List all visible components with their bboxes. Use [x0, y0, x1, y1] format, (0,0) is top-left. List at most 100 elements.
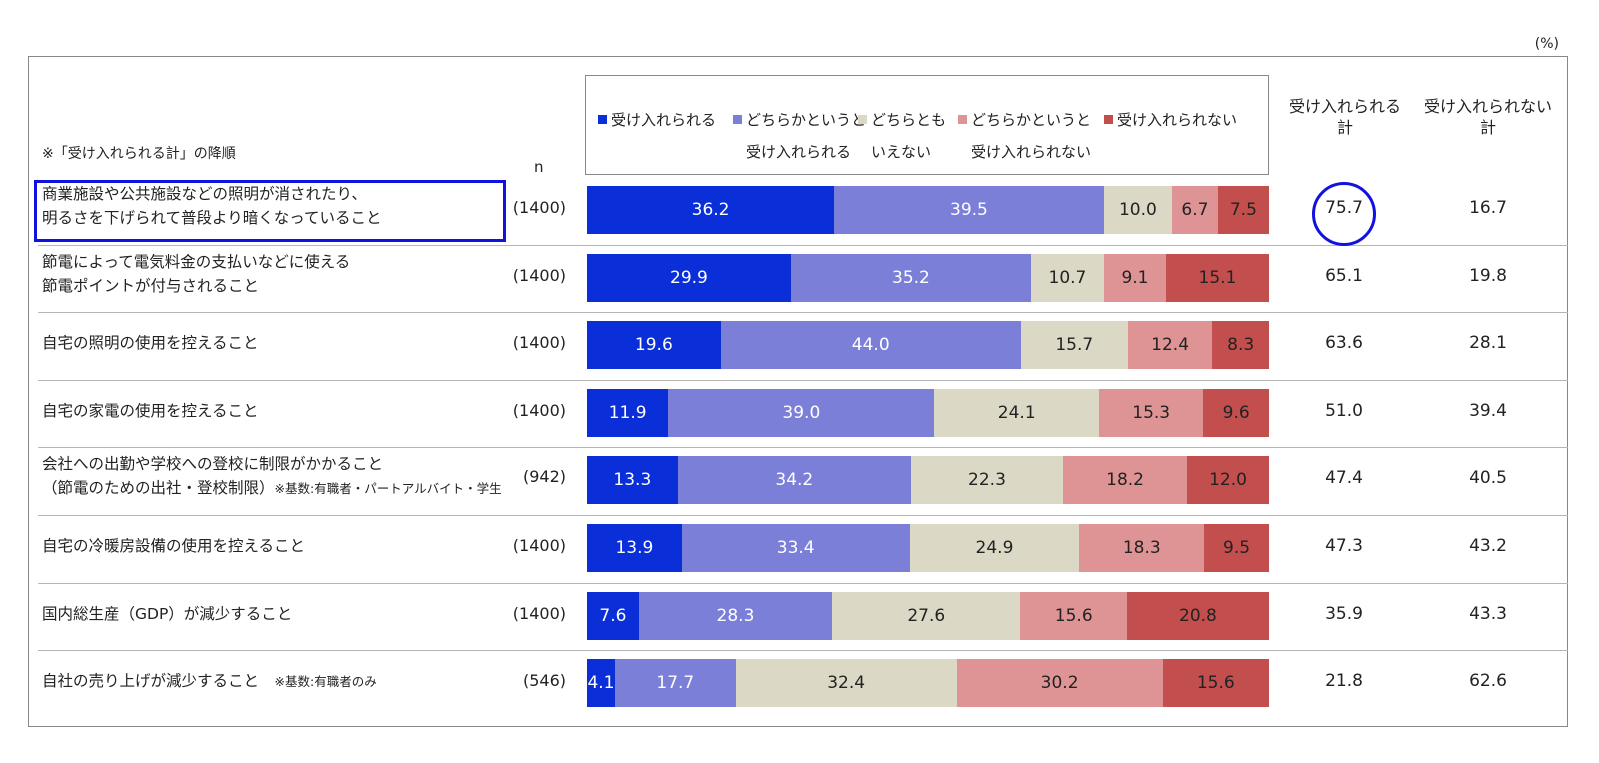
bar-value-label: 18.2: [1106, 470, 1144, 491]
bar-segment: 12.0: [1187, 456, 1269, 505]
bar-segment: 24.9: [909, 524, 1080, 572]
legend-label: どちらかというと: [971, 111, 1092, 129]
row-divider: [38, 379, 1568, 381]
stacked-bar: 11.9 39.0 24.1 15.3 9.6: [587, 388, 1269, 437]
legend: 受け入れられる どちらかというと 受け入れられる どちらとも いえない どちらか…: [585, 75, 1269, 175]
bar-segment: 34.2: [677, 456, 911, 505]
bar-segment: 22.3: [910, 456, 1064, 505]
accept-total-value: 21.8: [1325, 671, 1363, 692]
reject-total-value: 62.6: [1469, 671, 1507, 692]
bar-value-label: 9.1: [1121, 267, 1149, 288]
bar-value-label: 34.2: [775, 470, 814, 491]
bar-segment: 15.1: [1165, 253, 1269, 302]
row-label-line2: （節電のための出社・登校制限）: [42, 479, 275, 498]
bar-value-label: 33.4: [776, 538, 815, 558]
reject-total-value: 28.1: [1469, 333, 1507, 354]
row-n-value: (546): [522, 671, 566, 691]
reject-total-value: 16.7: [1469, 198, 1507, 218]
row-label: 自宅の照明の使用を控えること: [42, 331, 259, 355]
row-label: 商業施設や公共施設などの照明が消されたり、 明るさを下げられて普段より暗くなってい…: [42, 182, 381, 230]
row-label: 節電によって電気料金の支払いなどに使える 節電ポイントが付与されること: [42, 250, 350, 298]
bar-segment: 9.5: [1204, 524, 1269, 572]
bar-segment: 18.3: [1079, 524, 1205, 572]
stacked-bar: 4.1 17.7 32.4 30.2 15.6: [587, 659, 1269, 708]
bar-value-label: 19.6: [634, 335, 673, 356]
bar-value-label: 20.8: [1179, 605, 1217, 626]
row-label-line2: 明るさを下げられて普段より暗くなっていること: [42, 209, 382, 227]
bar-value-label: 15.3: [1132, 402, 1171, 423]
bar-value-label: 17.7: [656, 673, 695, 694]
bar-value-label: 35.2: [892, 267, 930, 288]
bar-value-label: 39.5: [950, 200, 988, 220]
row-n-value: (1400): [512, 265, 566, 285]
bar-segment: 30.2: [956, 659, 1163, 708]
bar-segment: 7.5: [1217, 186, 1269, 234]
bar-segment: 7.6: [587, 591, 639, 640]
reject-total-value: 43.3: [1469, 603, 1507, 624]
row-label-line1: 商業施設や公共施設などの照明が消されたり、: [42, 185, 367, 203]
row-label-line1: 国内総生産（GDP）が減少すること: [42, 604, 293, 623]
row-label: 国内総生産（GDP）が減少すること: [42, 602, 292, 626]
chart-frame: [28, 56, 1568, 727]
legend-swatch: [1104, 115, 1113, 124]
row-divider: [38, 447, 1568, 449]
reject-total-value: 39.4: [1469, 400, 1507, 421]
accept-total-value: 63.6: [1325, 333, 1363, 354]
highlight-circle: [1312, 182, 1376, 246]
sort-note: ※「受け入れられる計」の降順: [42, 146, 236, 162]
accept-total-value: 65.1: [1325, 265, 1363, 286]
accept-total-value: 47.3: [1325, 536, 1363, 556]
row-label-line1: 自宅の家電の使用を控えること: [42, 401, 259, 420]
row-label-line1: 会社への出勤や学校への登校に制限がかかること: [42, 455, 384, 474]
bar-segment: 15.3: [1098, 388, 1204, 437]
stacked-bar: 36.2 39.5 10.0 6.7 7.5: [587, 186, 1269, 234]
row-label-line2: 節電ポイントが付与されること: [42, 276, 260, 295]
row-divider: [38, 582, 1568, 584]
bar-segment: 4.1: [587, 659, 615, 708]
bar-value-label: 9.5: [1223, 538, 1251, 558]
highlight-box: [34, 180, 506, 242]
row-divider: [38, 650, 1568, 652]
bar-value-label: 24.1: [997, 402, 1036, 423]
bar-segment: 35.2: [790, 253, 1031, 302]
bar-segment: 12.4: [1127, 321, 1213, 370]
row-label-line1: 節電によって電気料金の支払いなどに使える: [42, 252, 351, 271]
stacked-bar: 13.3 34.2 22.3 18.2 12.0: [587, 456, 1269, 505]
bar-value-label: 6.7: [1181, 200, 1209, 220]
reject-total-header: 受け入れられない 計: [1423, 97, 1552, 137]
bar-segment: 20.8: [1126, 591, 1269, 640]
row-n-value: (1400): [512, 198, 566, 217]
bar-value-label: 12.0: [1209, 470, 1247, 491]
bar-segment: 27.6: [832, 591, 1021, 640]
legend-label: どちらとも: [871, 111, 947, 129]
row-n-value: (1400): [512, 333, 566, 353]
bar-value-label: 11.9: [608, 402, 647, 423]
bar-value-label: 13.9: [615, 538, 654, 558]
accept-total-header: 受け入れられる 計: [1288, 97, 1401, 137]
row-label: 会社への出勤や学校への登校に制限がかかること （節電のための出社・登校制限）※基数…: [42, 452, 502, 501]
row-divider: [38, 312, 1568, 314]
n-header: n: [534, 158, 544, 176]
bar-segment: 18.2: [1063, 456, 1188, 505]
legend-item-reject: 受け入れられない: [1104, 104, 1237, 136]
bar-segment: 44.0: [720, 321, 1021, 370]
legend-item-somewhat-accept: どちらかというと 受け入れられる: [733, 104, 866, 168]
bar-value-label: 28.3: [716, 605, 755, 626]
legend-item-accept: 受け入れられる: [598, 104, 716, 136]
bar-value-label: 24.9: [975, 538, 1014, 558]
row-divider: [38, 515, 1568, 516]
legend-item-somewhat-reject: どちらかというと 受け入れられない: [958, 104, 1091, 168]
bar-value-label: 15.7: [1055, 335, 1094, 356]
bar-value-label: 44.0: [851, 335, 890, 356]
row-n-value: (942): [522, 467, 566, 487]
bar-segment: 9.1: [1103, 253, 1166, 302]
bar-segment: 36.2: [587, 186, 835, 234]
row-label-note: ※基数:有職者・パートアルバイト・学生: [274, 481, 502, 497]
reject-total-value: 19.8: [1469, 265, 1507, 286]
row-label-note: ※基数:有職者のみ: [274, 674, 377, 690]
legend-label-2: 受け入れられる: [746, 143, 852, 161]
row-label: 自宅の家電の使用を控えること: [42, 399, 259, 423]
bar-segment: 13.9: [587, 524, 682, 572]
legend-swatch: [958, 115, 967, 124]
legend-label-2: いえない: [871, 143, 932, 161]
